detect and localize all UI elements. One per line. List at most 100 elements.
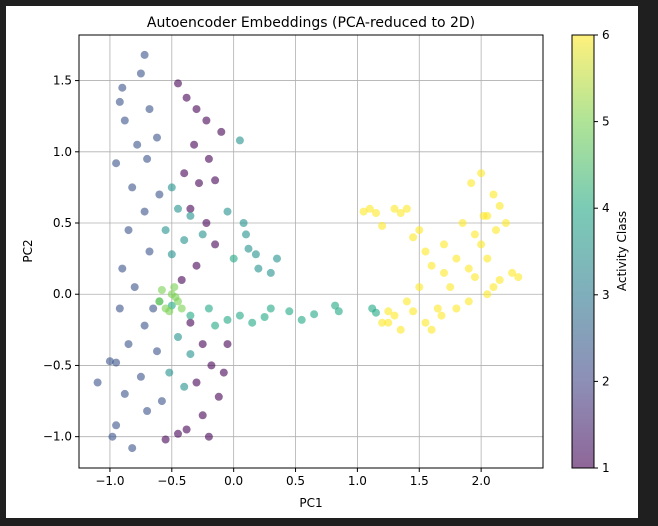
y-axis: −1.0 −0.5 0.0 0.5 1.0 1.5 (43, 74, 79, 444)
scatter-point-class-6 (415, 226, 424, 235)
scatter-point-class-6 (458, 219, 467, 227)
scatter-point-class-3 (180, 236, 189, 245)
scatter-point-class-6 (409, 307, 418, 316)
scatter-point-class-3 (223, 207, 232, 216)
y-tick-label: 0.5 (53, 216, 72, 230)
scatter-point-class-6 (470, 230, 479, 239)
scatter-point-class-5 (165, 307, 174, 316)
colorbar-tick-label: 2 (602, 374, 610, 388)
scatter-point-class-3 (180, 382, 189, 391)
scatter-point-class-2 (128, 444, 137, 453)
scatter-point-class-3 (239, 219, 248, 227)
x-tick-label: 0.5 (286, 474, 305, 488)
x-tick-label: 1.5 (410, 474, 429, 488)
scatter-point-class-6 (421, 318, 430, 327)
scatter-point-class-2 (136, 372, 145, 381)
scatter-point-class-4 (266, 304, 275, 313)
scatter-point-class-6 (452, 254, 461, 263)
scatter-point-class-2 (140, 50, 149, 59)
scatter-point-class-1 (182, 93, 191, 102)
scatter-point-class-1 (192, 378, 201, 387)
scatter-point-class-6 (427, 261, 436, 270)
scatter-point-class-6 (495, 276, 504, 284)
scatter-point-class-6 (489, 283, 498, 292)
scatter-point-class-4 (235, 311, 244, 320)
scatter-point-class-2 (118, 83, 127, 92)
scatter-point-class-3 (244, 244, 253, 253)
scatter-point-class-6 (477, 169, 486, 178)
colorbar-tick-label: 4 (602, 201, 610, 215)
scatter-point-class-1 (204, 432, 213, 441)
scatter-point-class-4 (211, 321, 220, 330)
scatter-point-class-1 (174, 79, 182, 88)
scatter-point-class-1 (161, 435, 170, 444)
scatter-point-class-6 (464, 264, 473, 273)
scatter-point-class-1 (186, 318, 195, 327)
scatter-point-class-5 (157, 286, 166, 294)
scatter-point-class-6 (479, 211, 488, 220)
scatter-point-class-1 (182, 425, 191, 434)
scatter-point-class-6 (396, 209, 405, 217)
colorbar-ticks: 1 2 3 4 5 6 (594, 28, 610, 475)
scatter-point-class-1 (192, 261, 201, 270)
scatter-point-class-2 (157, 397, 166, 406)
scatter-point-class-2 (124, 226, 133, 235)
y-axis-label: PC2 (21, 239, 35, 262)
scatter-point-class-4 (204, 304, 213, 313)
scatter-point-class-6 (415, 283, 424, 292)
scatter-point-class-6 (483, 254, 492, 263)
scatter-point-class-1 (204, 154, 213, 163)
scatter-point-class-2 (118, 264, 127, 273)
scatter-point-class-2 (128, 183, 137, 192)
scatter-point-class-6 (390, 204, 399, 213)
x-tick-label: −1.0 (95, 474, 124, 488)
scatter-point-class-2 (145, 247, 154, 256)
scatter-point-class-2 (120, 116, 129, 125)
scatter-point-class-1 (214, 392, 223, 401)
scatter-point-class-6 (365, 204, 374, 213)
scatter-point-class-6 (433, 304, 442, 313)
x-tick-label: 1.0 (348, 474, 367, 488)
scatter-point-class-1 (207, 361, 216, 370)
scatter-point-class-2 (112, 159, 121, 168)
scatter-point-class-3 (186, 350, 195, 359)
scatter-point-class-6 (440, 268, 448, 277)
colorbar-tick-label: 6 (602, 28, 610, 42)
y-tick-label: −1.0 (43, 430, 72, 444)
scatter-point-class-2 (133, 140, 142, 149)
scatter-point-class-5 (171, 293, 180, 302)
colorbar-tick-label: 1 (602, 461, 610, 475)
scatter-point-class-6 (492, 226, 500, 235)
scatter-point-class-1 (202, 219, 211, 227)
scatter-point-class-3 (254, 264, 263, 273)
scatter-point-class-1 (190, 140, 199, 149)
colorbar (572, 35, 594, 468)
scatter-point-class-6 (495, 201, 504, 210)
x-tick-label: 2.0 (472, 474, 491, 488)
scatter-point-class-1 (202, 116, 211, 125)
scatter-point-class-4 (223, 315, 232, 324)
y-tick-label: 0.0 (53, 287, 72, 301)
scatter-point-class-5 (170, 283, 179, 292)
scatter-point-class-1 (217, 127, 226, 136)
scatter-point-class-2 (140, 207, 149, 216)
scatter-point-class-1 (219, 368, 228, 377)
x-axis-label: PC1 (299, 496, 322, 510)
scatter-point-class-2 (120, 389, 129, 398)
scatter-point-class-2 (112, 358, 121, 367)
scatter-point-class-3 (251, 250, 260, 259)
scatter-point-class-3 (266, 268, 275, 277)
scatter-point-class-6 (440, 240, 448, 249)
scatter-point-class-4 (297, 315, 306, 324)
scatter-point-class-2 (108, 432, 117, 441)
scatter-point-class-2 (149, 304, 158, 313)
scatter-point-class-6 (378, 318, 387, 327)
scatter-point-class-4 (331, 301, 340, 310)
scatter-point-class-2 (124, 340, 133, 349)
scatter-point-class-6 (384, 318, 393, 327)
scatter-point-class-6 (421, 247, 430, 256)
scatter-point-class-3 (242, 230, 250, 239)
scatter-points (93, 50, 523, 453)
scatter-point-class-6 (501, 219, 510, 227)
scatter-point-class-1 (174, 429, 182, 438)
